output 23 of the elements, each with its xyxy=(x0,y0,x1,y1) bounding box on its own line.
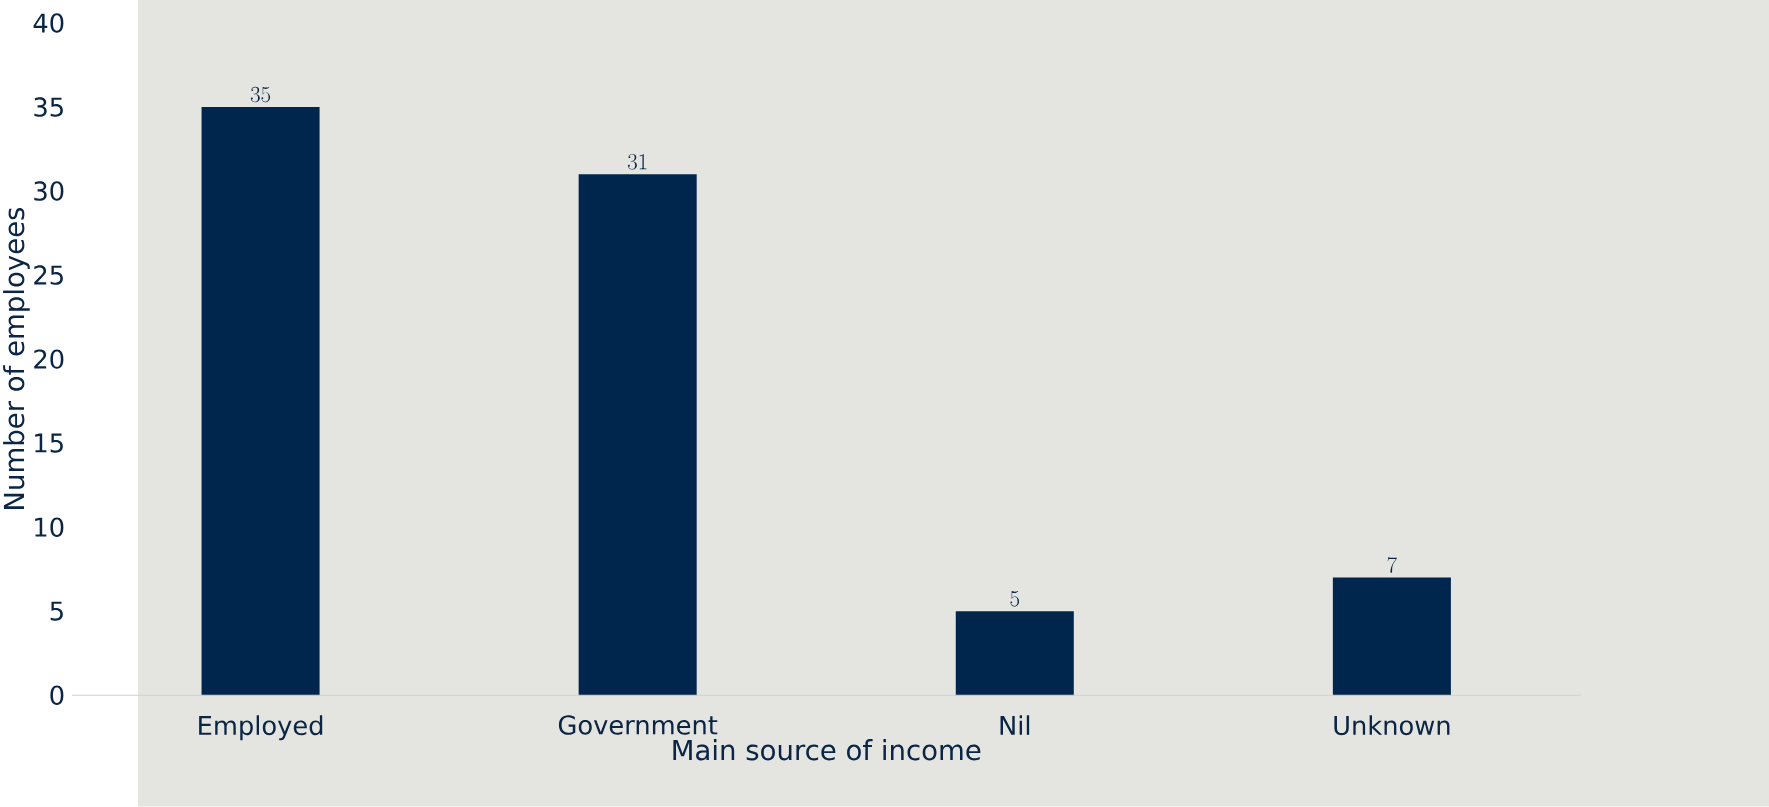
y-tick-label: 25 xyxy=(34,265,63,285)
data-label: 35 xyxy=(250,86,271,103)
data-label: 7 xyxy=(1387,557,1397,573)
x-tick-label: Government xyxy=(558,715,718,735)
bar xyxy=(955,611,1074,696)
x-tick-label: Nil xyxy=(1000,715,1030,735)
y-tick-label: 20 xyxy=(34,349,64,369)
x-tick-label: Employed xyxy=(199,715,323,741)
data-label: 31 xyxy=(627,154,647,170)
y-axis-title: Number of employees xyxy=(3,208,30,510)
bar xyxy=(578,174,697,696)
y-tick-label: 15 xyxy=(35,433,63,453)
x-axis-title: Main source of income xyxy=(673,739,981,761)
y-tick-label: 5 xyxy=(50,601,63,621)
y-tick-label: 0 xyxy=(50,685,64,706)
y-tick-label: 30 xyxy=(34,181,64,201)
bar xyxy=(201,107,320,696)
x-tick-label: Unknown xyxy=(1334,715,1450,736)
y-tick-label: 35 xyxy=(34,97,63,117)
y-tick-label: 10 xyxy=(35,517,64,537)
y-tick-label: 40 xyxy=(33,13,64,33)
bar xyxy=(1332,577,1451,696)
data-label: 5 xyxy=(1010,591,1020,607)
